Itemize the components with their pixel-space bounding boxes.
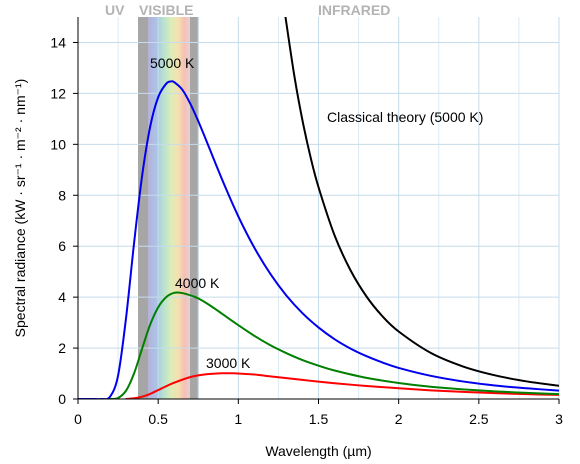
label-4000k: 4000 K bbox=[175, 275, 220, 291]
x-tick-label: 2.5 bbox=[469, 411, 489, 427]
y-tick-label: 12 bbox=[50, 85, 66, 101]
x-tick-label: 2 bbox=[395, 411, 403, 427]
infrared-band-edge bbox=[190, 17, 199, 399]
x-tick-label: 0 bbox=[74, 411, 82, 427]
x-tick-label: 1 bbox=[234, 411, 242, 427]
region-label-visible: VISIBLE bbox=[139, 2, 193, 18]
y-tick-label: 0 bbox=[58, 391, 66, 407]
y-tick-label: 4 bbox=[58, 289, 66, 305]
label-3000k: 3000 K bbox=[206, 355, 251, 371]
visible-band bbox=[148, 17, 190, 399]
x-tick-label: 3 bbox=[555, 411, 563, 427]
tick-labels: 0 0.5 1 1.5 2 2.5 3 0 2 4 6 8 10 12 14 bbox=[50, 34, 563, 427]
y-tick-label: 6 bbox=[58, 238, 66, 254]
series-line-5000-k bbox=[93, 80, 559, 399]
series-lines bbox=[78, 17, 559, 399]
spectral-regions: UV VISIBLE INFRARED bbox=[105, 2, 390, 399]
y-tick-label: 14 bbox=[50, 34, 66, 50]
region-label-uv: UV bbox=[105, 2, 125, 18]
region-label-infrared: INFRARED bbox=[318, 2, 390, 18]
uv-band bbox=[138, 17, 148, 399]
series-line-3000-k bbox=[125, 372, 559, 399]
series-line-4000-k bbox=[109, 291, 559, 399]
label-5000k: 5000 K bbox=[150, 55, 195, 71]
y-tick-label: 10 bbox=[50, 136, 66, 152]
label-classical-theory: Classical theory (5000 K) bbox=[327, 109, 483, 125]
x-axis-title: Wavelength (µm) bbox=[265, 443, 371, 459]
x-tick-label: 1.5 bbox=[309, 411, 329, 427]
y-axis-title: Spectral radiance (kW · sr⁻¹ · m⁻² · nm⁻… bbox=[12, 79, 28, 338]
y-tick-label: 2 bbox=[58, 340, 66, 356]
x-tick-label: 0.5 bbox=[148, 411, 168, 427]
series-line-classical-theory-5000-k bbox=[284, 17, 559, 387]
y-tick-label: 8 bbox=[58, 187, 66, 203]
